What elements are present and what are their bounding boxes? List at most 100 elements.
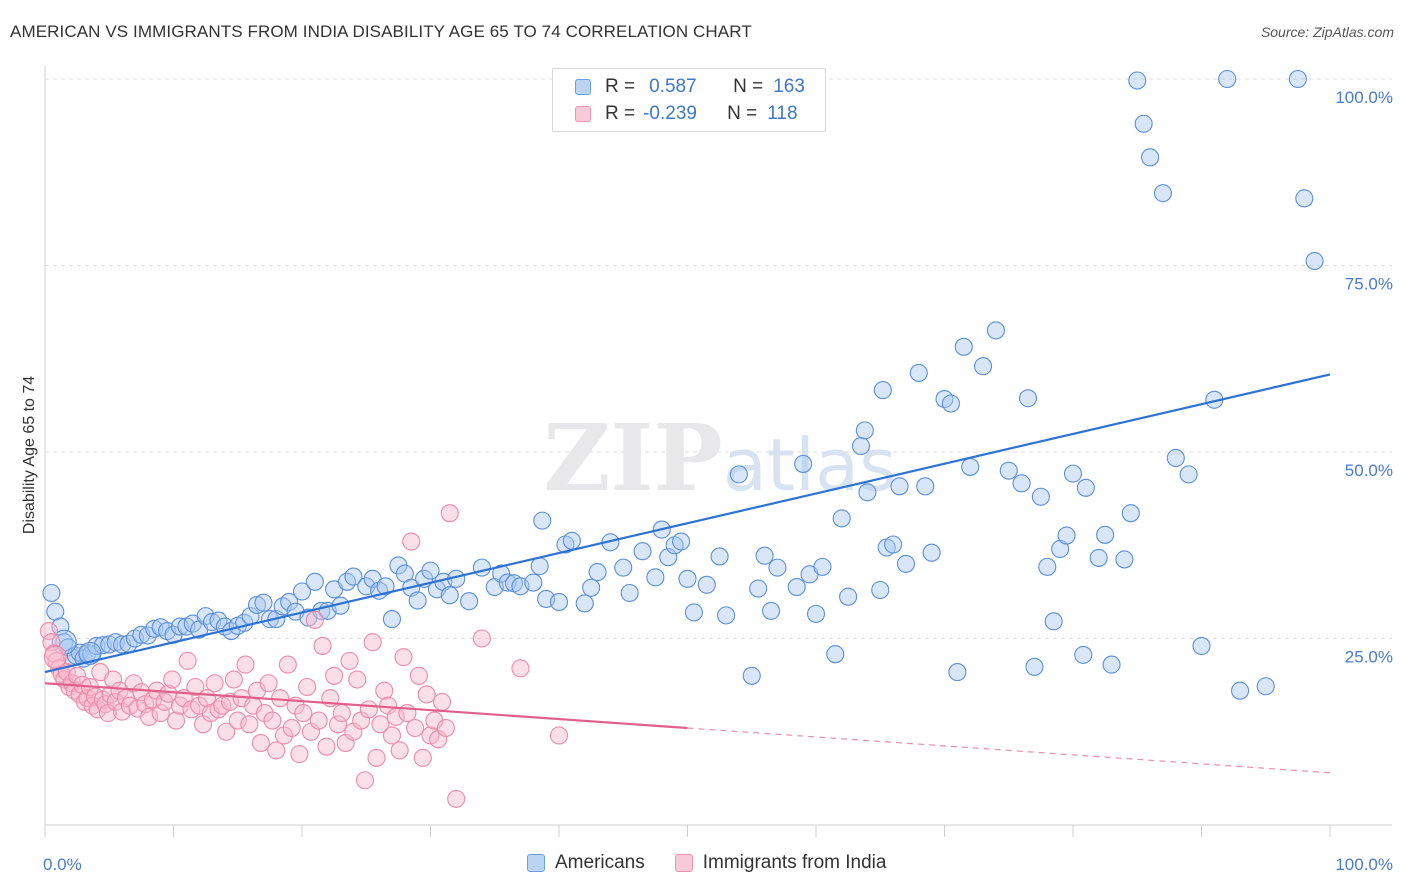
americans-point [620, 583, 639, 603]
americans-point [344, 567, 363, 586]
india-point [39, 621, 58, 641]
india-point [106, 692, 125, 711]
americans-point [42, 583, 61, 603]
americans-point [440, 586, 459, 605]
india-point [317, 737, 336, 756]
americans-point [1128, 71, 1147, 90]
americans-point [794, 454, 813, 473]
americans-point [851, 436, 871, 456]
india-point [110, 681, 129, 700]
india-point [402, 532, 421, 551]
americans-point [254, 593, 273, 612]
americans-point [1089, 548, 1108, 567]
legend-n-value-india: 118 [767, 103, 798, 124]
source-label: Source: ZipAtlas.com [1260, 24, 1394, 40]
americans-point [1141, 148, 1160, 167]
americans-point [909, 363, 928, 382]
americans-point [575, 594, 594, 613]
bottom-legend-swatch-americans [527, 854, 545, 872]
india-point [240, 715, 259, 734]
y-tick-label: 100.0% [1335, 88, 1393, 107]
americans-point [1115, 550, 1134, 569]
india-point [267, 741, 286, 760]
americans-point [999, 461, 1018, 480]
americans-point [890, 477, 909, 496]
india-point [298, 677, 317, 697]
legend-r-label: R = [605, 76, 636, 97]
americans-point [916, 477, 935, 496]
india-point [228, 711, 247, 730]
legend-row-india: R = -0.239 N = 118 [575, 103, 798, 125]
americans-point [305, 572, 324, 591]
x-tick-label: 100.0% [1335, 855, 1393, 874]
americans-point [855, 421, 874, 440]
india-point [394, 648, 413, 667]
india-point [363, 633, 382, 652]
americans-point [787, 577, 806, 597]
americans-point [742, 666, 761, 685]
legend-n-label: N = [727, 103, 758, 124]
india-point [68, 666, 87, 685]
india-point [294, 704, 313, 723]
india-point [151, 704, 170, 723]
americans-point [697, 575, 716, 594]
y-tick-label: 75.0% [1345, 275, 1393, 294]
americans-point [1018, 389, 1038, 408]
india-point [340, 651, 359, 670]
india-point [375, 681, 394, 700]
bottom-legend: Americans Immigrants from India [527, 852, 916, 874]
americans-point [806, 604, 826, 623]
legend-n-value-americans: 163 [773, 76, 805, 97]
bottom-legend-india: Immigrants from India [674, 852, 886, 874]
india-point [382, 726, 402, 745]
legend: R = 0.587 N = 163 R = -0.239 N = 118 [552, 68, 826, 132]
americans-point [986, 321, 1005, 340]
americans-point [672, 532, 691, 551]
americans-point [896, 554, 916, 573]
americans-point [1295, 189, 1314, 208]
americans-point [948, 663, 967, 682]
americans-point [832, 509, 851, 528]
india-point [220, 692, 240, 711]
india-point [348, 670, 367, 689]
americans-point [492, 564, 511, 583]
india-point [309, 711, 328, 730]
americans-point [749, 579, 768, 598]
india-point [305, 610, 324, 629]
india-point [325, 666, 344, 685]
americans-point [954, 337, 973, 356]
americans-point [562, 531, 581, 550]
legend-n-label: N = [733, 76, 764, 97]
americans-point [1121, 504, 1140, 523]
india-point [511, 659, 530, 678]
india-point [328, 715, 348, 734]
americans-point [1044, 612, 1063, 631]
india-point [433, 692, 452, 711]
india-point [290, 745, 309, 764]
india-point [359, 700, 378, 719]
americans-point [922, 543, 941, 562]
americans-point [533, 511, 552, 530]
americans-point [941, 394, 960, 413]
americans-point [839, 587, 858, 606]
india-point [217, 722, 236, 741]
americans-point [1038, 557, 1057, 576]
india-point [263, 711, 282, 730]
legend-r-value-india: -0.239 [643, 103, 697, 124]
americans-point [472, 558, 491, 577]
americans-point [813, 557, 832, 576]
americans-point [382, 610, 402, 629]
americans-point [873, 381, 892, 400]
legend-swatch-americans [575, 79, 591, 95]
americans-point [755, 546, 774, 565]
americans-point [1218, 69, 1237, 89]
americans-point [292, 582, 312, 601]
india-point [178, 651, 197, 670]
americans-point [459, 592, 479, 611]
tick-labels: 25.0% 50.0% 75.0% 100.0% 0.0% 100.0% [43, 88, 1393, 874]
india-point [313, 636, 332, 656]
india-point [163, 670, 182, 689]
americans-point [524, 573, 543, 592]
india-point [274, 726, 294, 745]
